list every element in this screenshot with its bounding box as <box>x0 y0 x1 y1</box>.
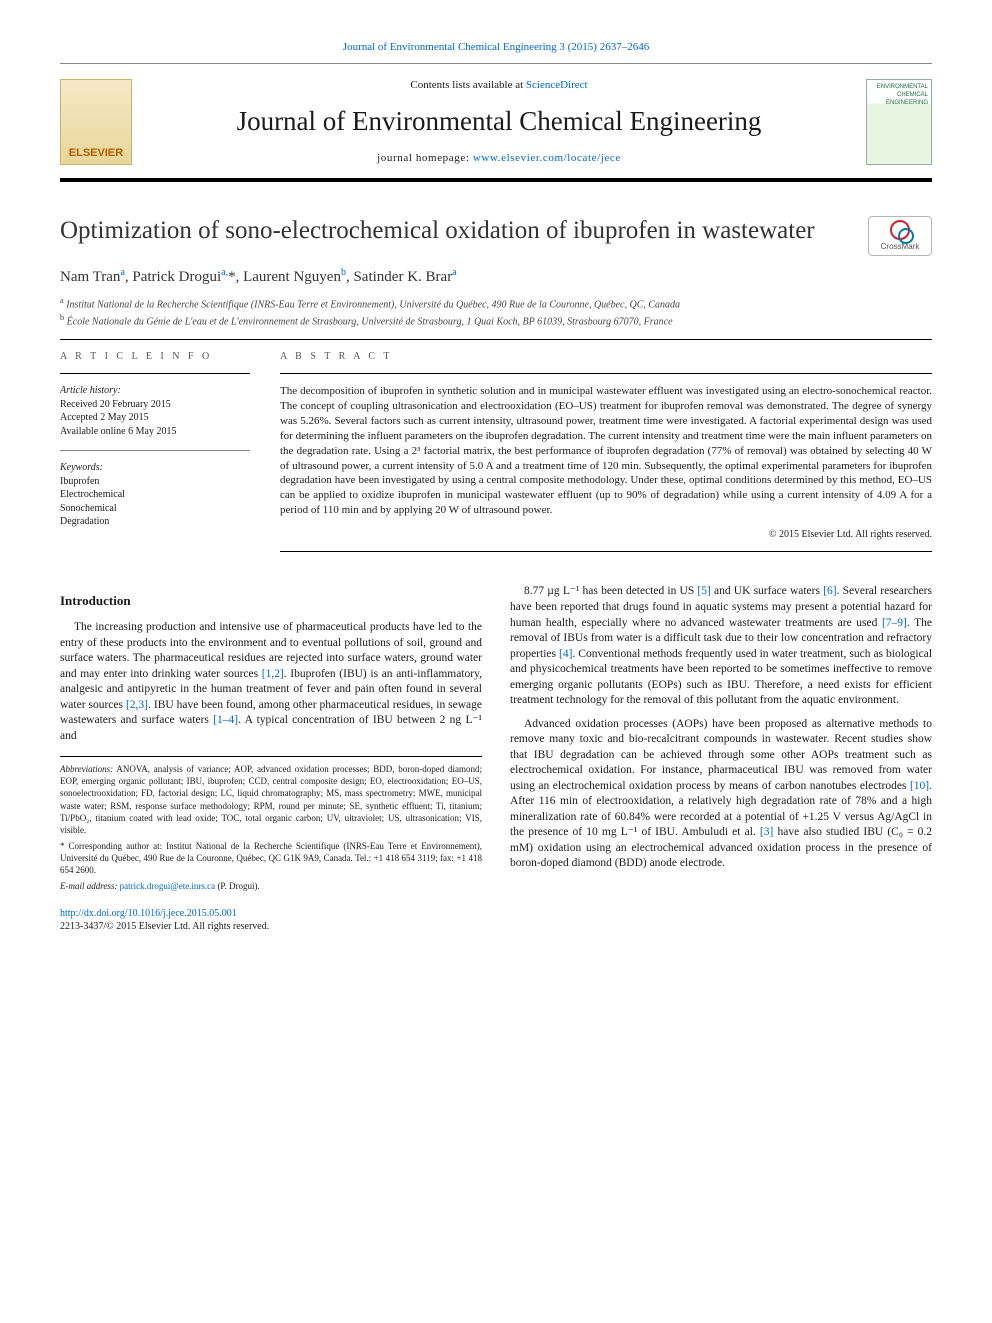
masthead: ELSEVIER Contents lists available at Sci… <box>60 63 932 182</box>
contents-prefix: Contents lists available at <box>410 79 525 91</box>
crossmark-icon <box>890 220 910 240</box>
kw-3: Degradation <box>60 515 250 529</box>
history-label: Article history: <box>60 384 250 398</box>
ref-link[interactable]: [4] <box>559 648 572 660</box>
corresponding-author: * Corresponding author at: Institut Nati… <box>60 840 482 876</box>
homepage-label: journal homepage: <box>377 152 473 164</box>
contents-line: Contents lists available at ScienceDirec… <box>150 78 848 93</box>
kw-2: Sonochemical <box>60 502 250 516</box>
intro-p3: Advanced oxidation processes (AOPs) have… <box>510 717 932 872</box>
citation-link[interactable]: Journal of Environmental Chemical Engine… <box>343 41 649 53</box>
affil-b: École Nationale du Génie de L'eau et de … <box>67 316 673 327</box>
email-link[interactable]: patrick.drogui@ete.inrs.ca <box>120 881 216 891</box>
crossmark-label: CrossMark <box>881 242 920 253</box>
doi-link[interactable]: http://dx.doi.org/10.1016/j.jece.2015.05… <box>60 908 237 919</box>
ref-link[interactable]: [3] <box>760 826 773 838</box>
issn-line: 2213-3437/© 2015 Elsevier Ltd. All right… <box>60 921 269 932</box>
affil-a: Institut National de la Recherche Scient… <box>66 300 680 311</box>
header-citation: Journal of Environmental Chemical Engine… <box>60 40 932 55</box>
affiliations: a Institut National de la Recherche Scie… <box>60 295 932 329</box>
section-introduction: Introduction <box>60 592 482 610</box>
ref-link[interactable]: [5] <box>697 585 710 597</box>
abbrev-label: Abbreviations: <box>60 764 113 774</box>
ref-link[interactable]: [2,3] <box>126 699 148 711</box>
footnotes: Abbreviations: ANOVA, analysis of varian… <box>60 756 482 892</box>
ref-link[interactable]: [7–9] <box>882 617 907 629</box>
kw-1: Electrochemical <box>60 488 250 502</box>
article-info-heading: A R T I C L E I N F O <box>60 350 250 364</box>
history-online: Available online 6 May 2015 <box>60 425 250 439</box>
ref-link[interactable]: [10] <box>910 780 929 792</box>
history-received: Received 20 February 2015 <box>60 398 250 412</box>
email-label: E-mail address: <box>60 881 120 891</box>
abstract-text: The decomposition of ibuprofen in synthe… <box>280 384 932 518</box>
journal-cover-thumb: ENVIRONMENTAL CHEMICAL ENGINEERING <box>866 79 932 165</box>
sciencedirect-link[interactable]: ScienceDirect <box>526 79 588 91</box>
author-list: Nam Trana, Patrick Droguia,*, Laurent Ng… <box>60 266 932 287</box>
ref-link[interactable]: [1–4] <box>213 714 238 726</box>
article-title: Optimization of sono-electrochemical oxi… <box>60 216 854 247</box>
journal-name: Journal of Environmental Chemical Engine… <box>150 103 848 139</box>
ref-link[interactable]: [1,2] <box>262 668 284 680</box>
abstract-copyright: © 2015 Elsevier Ltd. All rights reserved… <box>280 528 932 542</box>
crossmark-badge[interactable]: CrossMark <box>868 216 932 256</box>
elsevier-logo: ELSEVIER <box>60 79 132 165</box>
history-accepted: Accepted 2 May 2015 <box>60 411 250 425</box>
homepage-link[interactable]: www.elsevier.com/locate/jece <box>473 152 621 164</box>
ref-link[interactable]: [6] <box>823 585 836 597</box>
journal-homepage: journal homepage: www.elsevier.com/locat… <box>150 151 848 166</box>
abstract-heading: A B S T R A C T <box>280 350 932 364</box>
email-suffix: (P. Drogui). <box>215 881 260 891</box>
abbrev-text: ANOVA, analysis of variance; AOP, advanc… <box>60 764 482 835</box>
keywords-label: Keywords: <box>60 461 250 475</box>
intro-p1: The increasing production and intensive … <box>60 620 482 744</box>
intro-p2: 8.77 µg L⁻¹ has been detected in US [5] … <box>510 584 932 708</box>
kw-0: Ibuprofen <box>60 475 250 489</box>
